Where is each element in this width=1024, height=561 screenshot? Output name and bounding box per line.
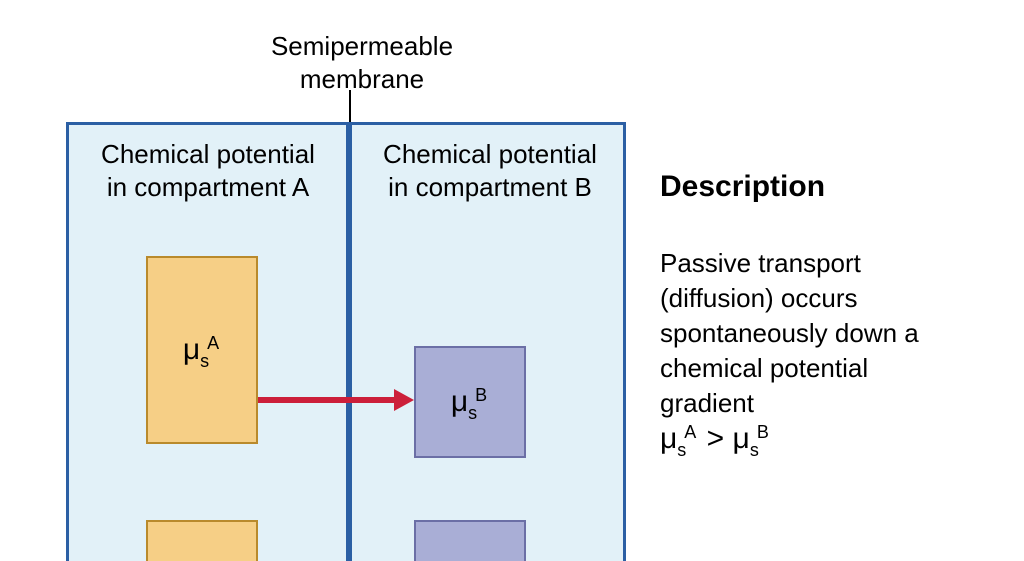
mu-superscript: A bbox=[684, 422, 696, 442]
transport-arrow-head bbox=[394, 389, 414, 411]
block-mu-b: μsB bbox=[414, 346, 526, 458]
mu-subscript: s bbox=[468, 403, 477, 423]
membrane-label-line2: membrane bbox=[232, 63, 492, 96]
mu-expression: μsA bbox=[183, 333, 221, 367]
membrane-label: Semipermeablemembrane bbox=[232, 30, 492, 95]
transport-arrow-shaft bbox=[258, 397, 394, 403]
mu-superscript: B bbox=[475, 385, 487, 405]
mu-subscript: s bbox=[677, 440, 686, 460]
mu-superscript: A bbox=[207, 333, 219, 353]
mu-subscript: s bbox=[200, 351, 209, 371]
comp-a-line1: Chemical potential bbox=[78, 138, 338, 171]
block-mu-a: μsA bbox=[146, 256, 258, 444]
mu-symbol: μ bbox=[733, 422, 750, 455]
mu-subscript: s bbox=[750, 440, 759, 460]
description-body: Passive transport (diffusion) occurs spo… bbox=[660, 246, 960, 421]
semipermeable-membrane bbox=[346, 122, 352, 561]
comp-a-line2: in compartment A bbox=[78, 171, 338, 204]
compartment-a-label: Chemical potentialin compartment A bbox=[78, 138, 338, 203]
mu-expression: μsB bbox=[451, 385, 489, 419]
compartment-b-label: Chemical potentialin compartment B bbox=[360, 138, 620, 203]
mu-symbol: μ bbox=[660, 422, 677, 455]
comp-b-line2: in compartment B bbox=[360, 171, 620, 204]
comp-b-line1: Chemical potential bbox=[360, 138, 620, 171]
membrane-label-line1: Semipermeable bbox=[232, 30, 492, 63]
mu-expression: μsA bbox=[660, 424, 698, 454]
mu-symbol: μ bbox=[451, 385, 468, 418]
mu-superscript: B bbox=[757, 422, 769, 442]
block-mu-b-lower bbox=[414, 520, 526, 561]
mu-symbol: μ bbox=[183, 333, 200, 366]
block-mu-a-lower bbox=[146, 520, 258, 561]
description-title: Description bbox=[660, 170, 825, 204]
description-formula: μsA > μsB bbox=[660, 422, 771, 456]
mu-expression: μsB bbox=[733, 424, 771, 454]
greater-than-symbol: > bbox=[698, 422, 732, 455]
